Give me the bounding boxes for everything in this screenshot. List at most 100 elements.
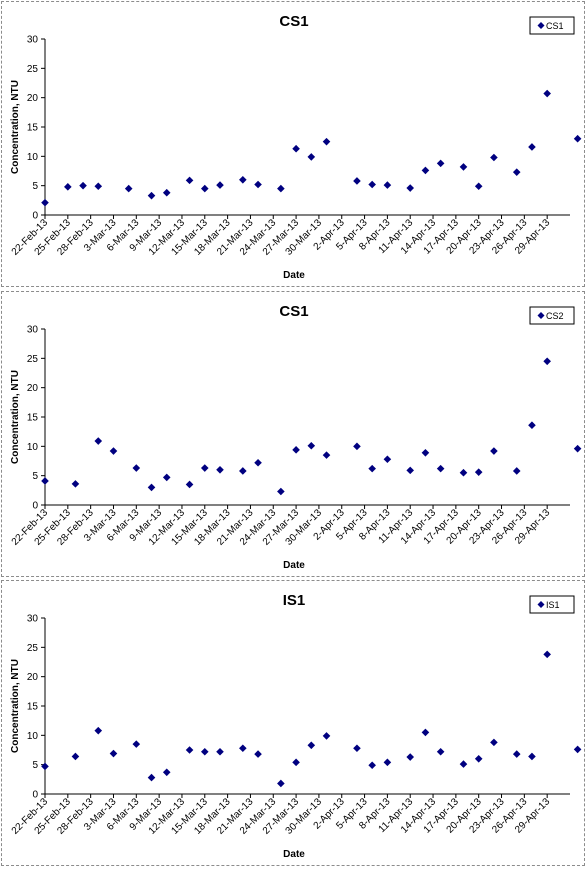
data-point — [277, 184, 285, 193]
data-point — [71, 752, 80, 761]
data-point — [239, 467, 247, 475]
data-point — [512, 467, 521, 475]
data-point — [41, 762, 49, 771]
data-point — [490, 447, 498, 455]
data-point — [200, 747, 209, 756]
y-axis-label: Concentration, NTU — [10, 80, 21, 174]
data-point — [147, 191, 156, 200]
data-point — [109, 447, 118, 455]
data-point — [239, 744, 247, 753]
data-point — [490, 153, 498, 162]
data-point — [162, 188, 171, 197]
data-point — [239, 176, 247, 184]
data-point — [474, 468, 483, 476]
data-point — [573, 444, 582, 453]
chart-panel-1: CS1 CS1 0 5 10 15 20 25 30 22-Feb-13 25-Feb-13 28-F… — [1, 1, 585, 287]
y-tick-label: 30 — [27, 614, 39, 625]
legend-marker — [537, 601, 545, 608]
y-tick-label: 20 — [27, 383, 39, 394]
data-point — [573, 134, 582, 143]
data-point — [474, 182, 483, 191]
y-tick-label: 0 — [32, 790, 38, 801]
data-point — [436, 464, 445, 473]
y-tick-label: 15 — [27, 413, 39, 424]
legend-label: CS2 — [546, 311, 564, 321]
y-tick-label: 25 — [27, 64, 39, 75]
data-point — [322, 451, 331, 459]
legend-box — [529, 16, 575, 35]
data-point — [421, 448, 430, 457]
data-point — [94, 437, 103, 445]
data-point — [436, 747, 445, 756]
data-point — [459, 163, 468, 171]
data-point — [368, 180, 376, 189]
data-point — [307, 741, 316, 750]
legend-marker — [537, 22, 545, 29]
data-point — [512, 168, 521, 176]
data-point — [254, 458, 262, 467]
data-point — [353, 442, 361, 451]
legend-marker — [537, 312, 545, 319]
data-point — [162, 768, 171, 777]
y-tick-label: 25 — [27, 643, 39, 654]
data-point — [368, 761, 376, 770]
legend-label: CS1 — [546, 21, 564, 31]
y-tick-label: 5 — [32, 760, 38, 771]
chart-title: IS1 — [283, 592, 306, 609]
y-tick-label: 10 — [27, 152, 39, 163]
data-point — [353, 177, 361, 185]
y-axis-label: Concentration, NTU — [10, 659, 21, 753]
data-point — [322, 137, 331, 146]
x-axis-label: Date — [283, 849, 305, 860]
data-point — [216, 747, 224, 756]
data-point — [185, 746, 194, 754]
x-axis-label: Date — [283, 560, 305, 571]
legend: CS2 — [529, 306, 575, 325]
data-point — [132, 740, 141, 748]
data-point — [421, 728, 430, 737]
y-tick-label: 15 — [27, 123, 39, 134]
y-axis-label: Concentration, NTU — [10, 370, 21, 464]
data-point — [71, 480, 80, 488]
y-tick-label: 20 — [27, 672, 39, 683]
data-point — [528, 143, 536, 151]
data-point — [383, 181, 392, 189]
y-tick-label: 20 — [27, 93, 39, 104]
data-point — [406, 184, 415, 192]
data-point — [459, 760, 468, 768]
data-point — [406, 466, 415, 475]
y-tick-label: 5 — [32, 471, 38, 482]
data-point — [124, 184, 133, 193]
legend-box — [529, 306, 575, 325]
chart-svg-1: CS1 CS105101520253022-Feb-1325-Feb-1328-F… — [10, 13, 582, 281]
data-point — [292, 758, 300, 767]
y-tick-label: 30 — [27, 325, 39, 336]
data-point — [292, 446, 300, 454]
y-tick-label: 10 — [27, 731, 39, 742]
y-tick-label: 0 — [32, 501, 38, 512]
data-point — [79, 181, 87, 190]
data-point — [490, 738, 498, 747]
chart-svg-3: IS1 IS105101520253022-Feb-1325-Feb-1328-F… — [10, 592, 582, 860]
data-point — [162, 473, 171, 482]
data-point — [573, 745, 582, 754]
data-point — [528, 752, 536, 761]
legend-box — [529, 595, 575, 614]
chart-title: CS1 — [279, 303, 308, 320]
data-point — [368, 464, 376, 473]
data-point — [200, 464, 209, 472]
data-point — [216, 466, 224, 474]
data-point — [383, 758, 392, 767]
chart-panel-3: IS1 IS1 0 5 10 15 20 25 30 22-Feb-13 25-Feb-13 28-F… — [1, 580, 585, 866]
data-point — [254, 180, 262, 189]
legend: IS1 — [529, 595, 575, 614]
data-point — [41, 477, 49, 485]
data-point — [254, 750, 262, 758]
y-tick-label: 5 — [32, 181, 38, 192]
legend-label: IS1 — [546, 600, 560, 610]
chart-title: CS1 — [279, 13, 308, 30]
data-point — [185, 176, 194, 185]
data-point — [307, 153, 316, 161]
data-point — [277, 487, 285, 496]
data-point — [543, 89, 551, 98]
